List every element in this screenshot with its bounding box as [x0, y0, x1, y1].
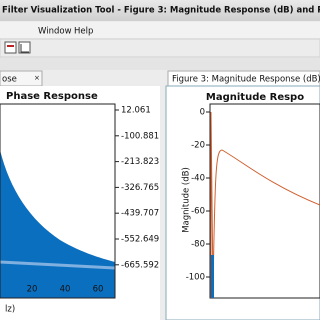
- phase-detail: [0, 260, 115, 270]
- y-tick-label: -213.823: [121, 157, 159, 167]
- x-tick-label: 40: [60, 285, 71, 295]
- axes-box: [0, 103, 116, 299]
- y-tick-label: -100: [186, 273, 205, 283]
- y-axis-label: Magnitude (dB): [182, 167, 192, 233]
- menu-item[interactable]: Window: [38, 27, 72, 37]
- y-tick-label: -100.881: [121, 131, 159, 141]
- x-axis-label: lz): [5, 305, 15, 315]
- x-tick-label: 60: [93, 285, 104, 295]
- menu-bar: [0, 22, 320, 38]
- x-tick-label: 20: [27, 285, 38, 295]
- magnitude-curve: [210, 111, 320, 298]
- tab-label: ose: [2, 75, 17, 85]
- y-tick-label: -552.649: [121, 235, 159, 245]
- magnitude-bar: [211, 255, 214, 298]
- y-tick-label: -20: [191, 141, 205, 151]
- tab-close[interactable]: ×: [34, 74, 40, 82]
- plot-title: Magnitude Respo: [206, 92, 304, 103]
- tool-icon[interactable]: [4, 41, 17, 54]
- y-tick-label: -80: [191, 240, 205, 250]
- y-tick-label: 12.061: [121, 106, 151, 116]
- window-title: Filter Visualization Tool - Figure 3: Ma…: [2, 6, 320, 16]
- plot-title: Phase Response: [6, 91, 98, 102]
- y-tick-label: -40: [191, 174, 205, 184]
- y-tick-label: -60: [191, 207, 205, 217]
- menu-item[interactable]: Help: [74, 27, 93, 37]
- y-tick-label: -439.707: [121, 209, 159, 219]
- icon-detail: [20, 44, 29, 53]
- tab-strip: [0, 58, 320, 70]
- title-bar: [0, 0, 320, 21]
- phase-plot-area: [0, 150, 115, 298]
- toolbar: [0, 38, 320, 58]
- phase-fill: [0, 150, 115, 298]
- tab-label: Figure 3: Magnitude Response (dB) and: [172, 75, 320, 85]
- y-tick-label: -665.592: [121, 260, 159, 270]
- icon-detail: [7, 45, 14, 47]
- tool-icon[interactable]: [18, 41, 31, 54]
- axes-box: [209, 103, 320, 299]
- y-tick-label: -326.765: [121, 183, 159, 193]
- y-tick-label: 0: [200, 108, 205, 118]
